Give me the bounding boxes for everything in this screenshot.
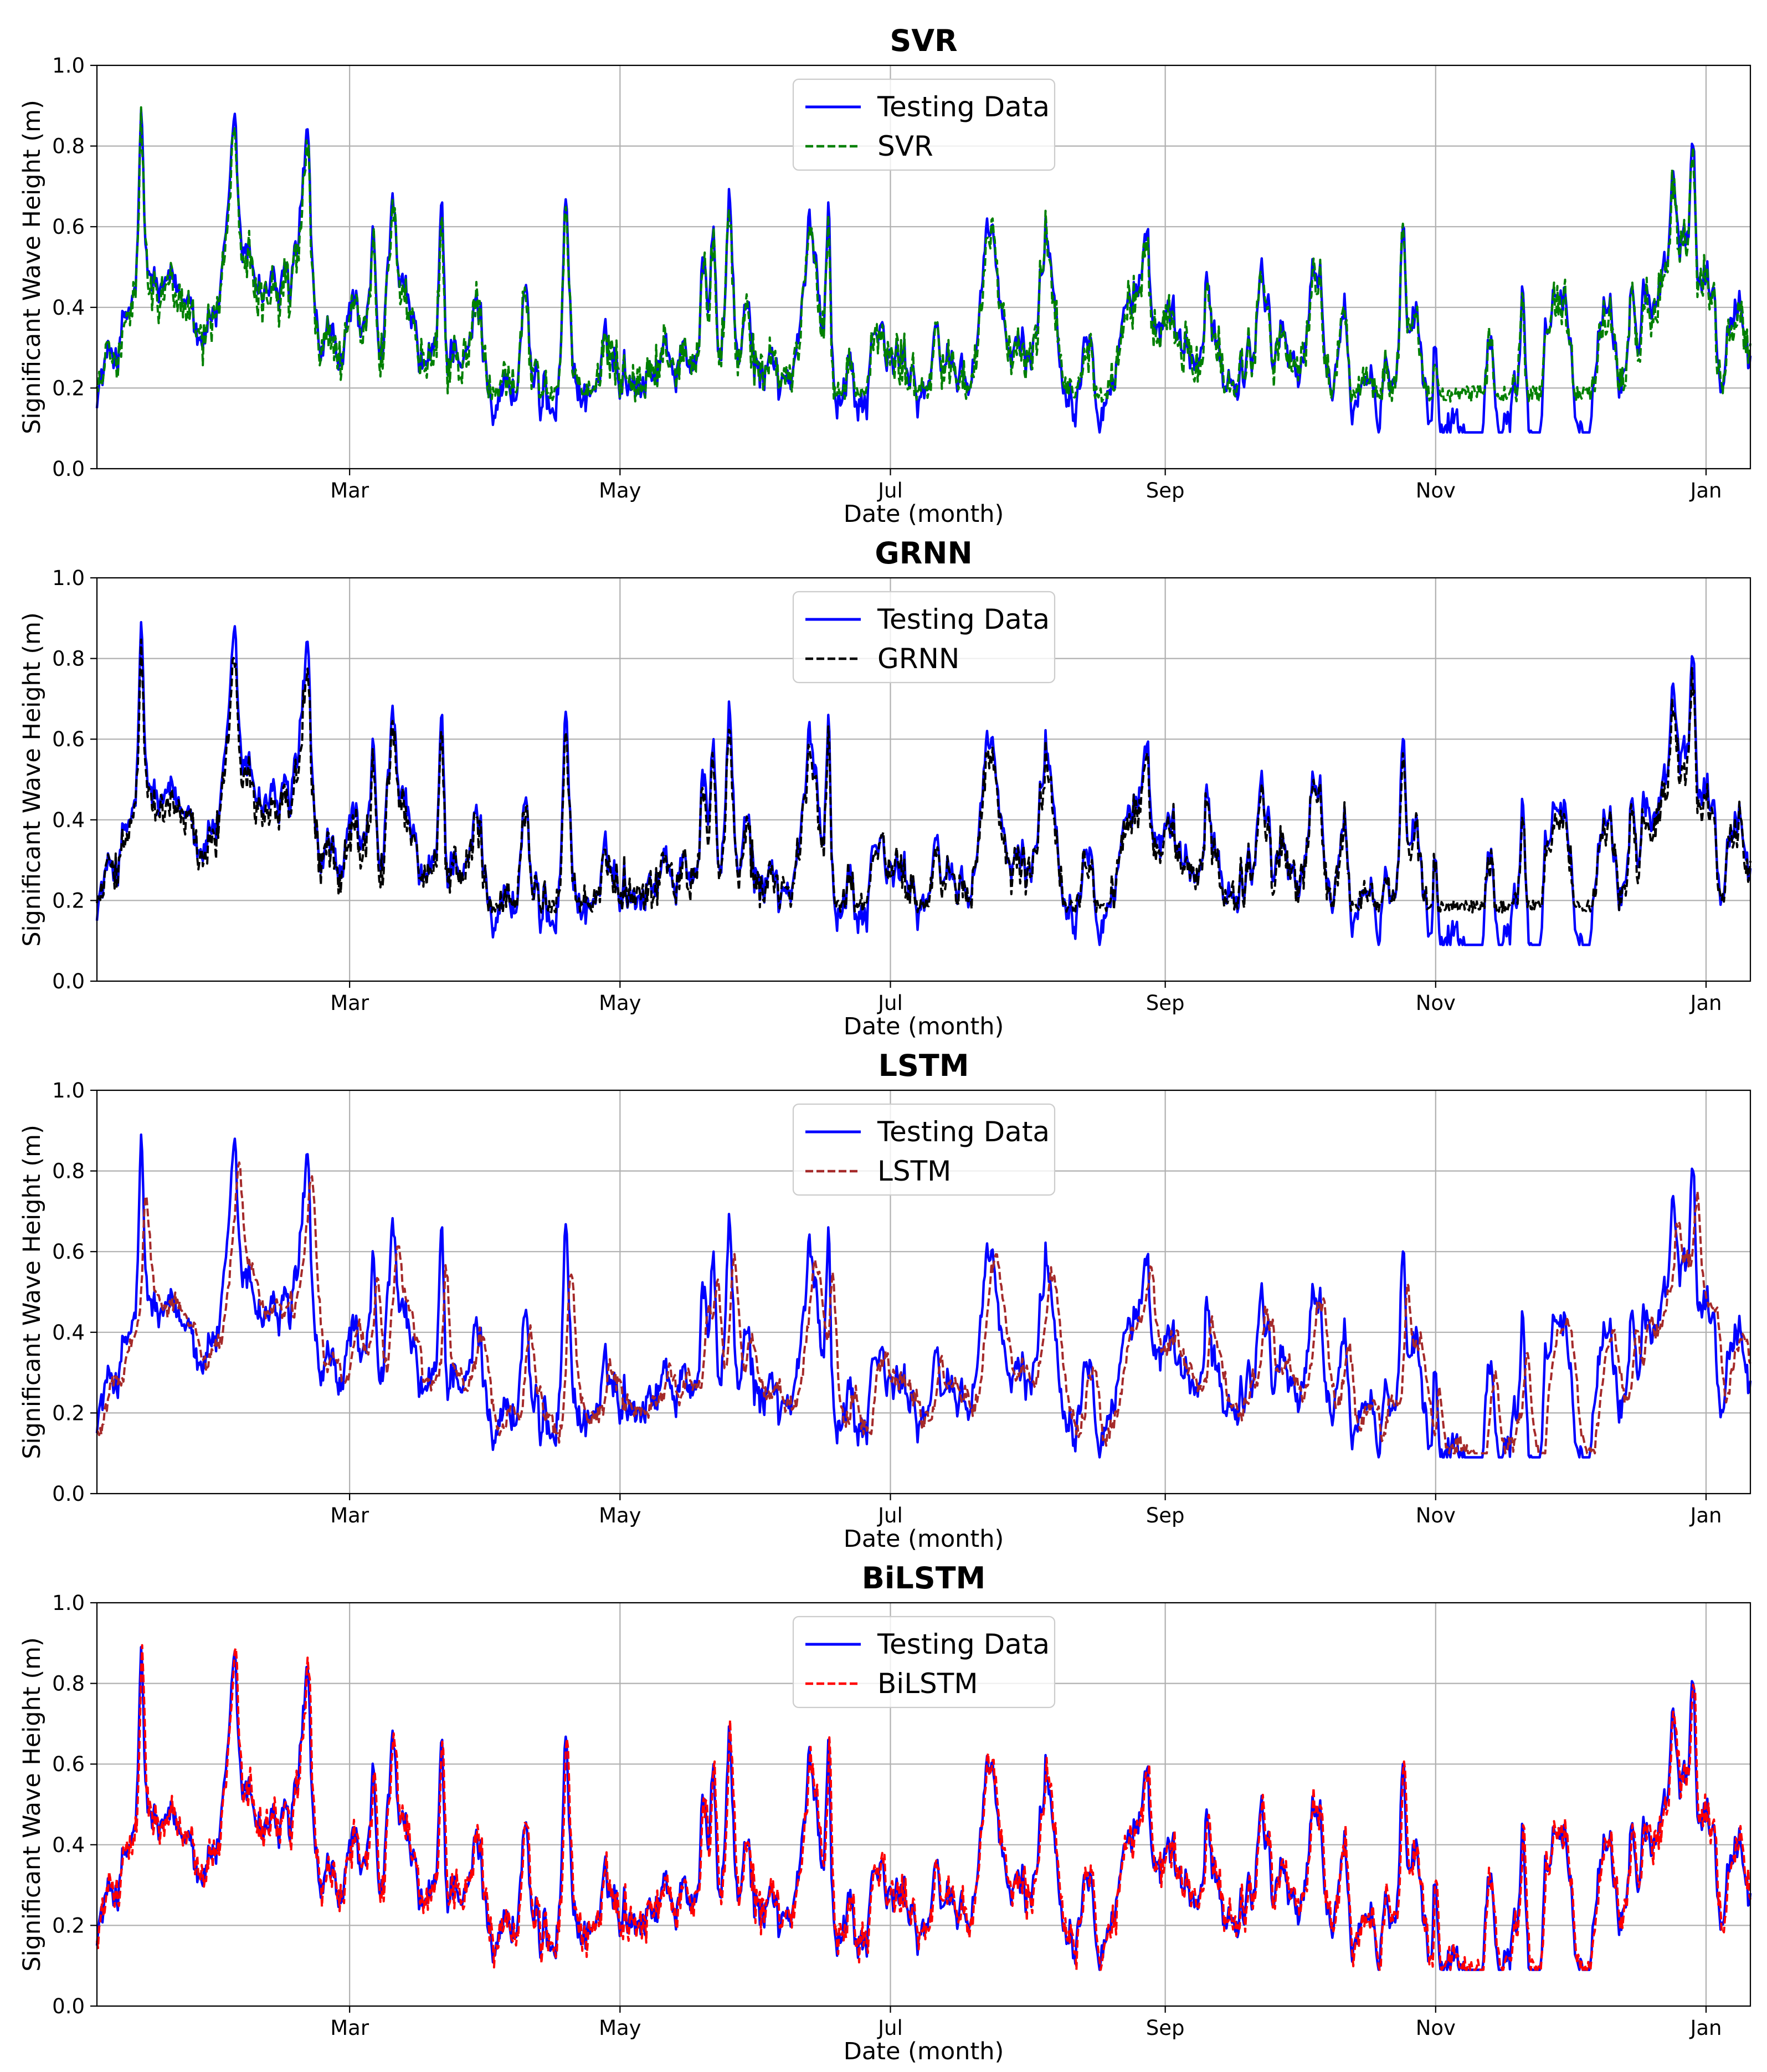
legend: Testing Data LSTM <box>792 1103 1056 1196</box>
y-axis-label: Significant Wave Height (m) <box>18 612 46 947</box>
y-tick-label: 1.0 <box>52 1591 85 1615</box>
series-line-testing-data <box>95 1133 1752 1459</box>
legend-label: Testing Data <box>877 1116 1050 1148</box>
y-tick-label: 0.8 <box>52 1160 85 1183</box>
x-tick-label: Sep <box>1146 1504 1185 1527</box>
chart-title: LSTM <box>879 1048 969 1083</box>
y-axis-label: Significant Wave Height (m) <box>18 1125 46 1459</box>
y-tick-label: 0.0 <box>52 457 85 481</box>
y-tick-label: 0.4 <box>52 1833 85 1857</box>
y-tick-label: 0.8 <box>52 1672 85 1696</box>
legend-label: Testing Data <box>877 91 1050 123</box>
legend-label: Testing Data <box>877 603 1050 635</box>
x-tick-label: Jul <box>877 1504 903 1527</box>
x-tick-label: May <box>599 1504 641 1527</box>
y-tick-label: 1.0 <box>52 1079 85 1102</box>
legend: Testing Data BiLSTM <box>792 1615 1056 1709</box>
y-tick-label: 0.2 <box>52 1914 85 1937</box>
y-tick-label: 0.8 <box>52 647 85 671</box>
x-tick-label: Mar <box>330 479 369 502</box>
x-tick-label: Sep <box>1146 991 1185 1015</box>
x-tick-label: Jul <box>877 991 903 1015</box>
series-line-bilstm <box>96 1644 1751 1971</box>
x-tick-label: Sep <box>1146 479 1185 502</box>
x-tick-label: Mar <box>330 991 369 1015</box>
legend-label: SVR <box>877 130 933 162</box>
legend-box <box>792 1615 1056 1709</box>
y-tick-label: 0.0 <box>52 1482 85 1506</box>
plot-frame <box>96 1602 1751 2007</box>
y-tick-label: 0.0 <box>52 970 85 993</box>
legend-label: Testing Data <box>877 1628 1050 1660</box>
series-line-testing-data <box>95 108 1752 434</box>
x-tick-label: Jan <box>1689 1504 1722 1527</box>
x-tick-label: May <box>599 991 641 1015</box>
y-tick-label: 0.4 <box>52 1321 85 1345</box>
x-axis-label: Date (month) <box>844 1525 1004 1553</box>
x-axis-label: Date (month) <box>844 2038 1004 2065</box>
chart-bilstm: BiLSTM 0.0 0.2 0.4 0.6 0.8 1.0 Mar May Jul Sep Nov J… <box>18 1561 1752 2065</box>
x-tick-label: May <box>599 2016 641 2040</box>
y-tick-label: 0.6 <box>52 215 85 239</box>
legend: Testing Data GRNN <box>792 591 1056 684</box>
series-line-lstm <box>96 1161 1751 1455</box>
y-axis-label: Significant Wave Height (m) <box>18 1637 46 1972</box>
chart-svr: SVR 0.0 0.2 0.4 0.6 0.8 1.0 Mar May Jul Sep Nov Jan D… <box>18 23 1752 528</box>
y-tick-label: 0.6 <box>52 727 85 751</box>
x-tick-label: May <box>599 479 641 502</box>
y-tick-label: 1.0 <box>52 54 85 78</box>
x-tick-label: Jul <box>877 2016 903 2040</box>
legend-label: BiLSTM <box>877 1668 978 1700</box>
x-tick-label: Nov <box>1416 2016 1456 2040</box>
x-tick-label: Sep <box>1146 2016 1185 2040</box>
x-tick-label: Nov <box>1416 991 1456 1015</box>
y-tick-label: 0.2 <box>52 889 85 912</box>
series-line-svr <box>96 106 1751 403</box>
legend-box <box>792 1103 1056 1196</box>
y-tick-label: 1.0 <box>52 566 85 590</box>
x-tick-label: Jan <box>1689 2016 1722 2040</box>
chart-title: SVR <box>890 23 957 58</box>
x-tick-label: Jul <box>877 479 903 502</box>
y-tick-label: 0.4 <box>52 296 85 320</box>
x-tick-label: Mar <box>330 2016 369 2040</box>
x-tick-label: Nov <box>1416 479 1456 502</box>
series-line-grnn <box>96 638 1751 914</box>
y-tick-label: 0.6 <box>52 1240 85 1264</box>
plot-frame <box>96 1089 1751 1495</box>
x-tick-label: Nov <box>1416 1504 1456 1527</box>
x-tick-label: Mar <box>330 1504 369 1527</box>
y-axis-label: Significant Wave Height (m) <box>18 100 46 434</box>
y-tick-label: 0.8 <box>52 135 85 158</box>
y-tick-label: 0.2 <box>52 376 85 400</box>
y-tick-label: 0.4 <box>52 808 85 832</box>
legend-box <box>792 591 1056 684</box>
legend-box <box>792 78 1056 171</box>
chart-title: GRNN <box>875 536 972 571</box>
y-tick-label: 0.0 <box>52 1994 85 2018</box>
legend: Testing Data SVR <box>792 78 1056 171</box>
legend-label: LSTM <box>877 1155 951 1187</box>
x-axis-label: Date (month) <box>844 1013 1004 1040</box>
legend-label: GRNN <box>877 643 959 675</box>
x-tick-label: Jan <box>1689 479 1722 502</box>
x-tick-label: Jan <box>1689 991 1722 1015</box>
plot-frame <box>96 64 1751 470</box>
x-axis-label: Date (month) <box>844 500 1004 528</box>
chart-grnn: GRNN 0.0 0.2 0.4 0.6 0.8 1.0 Mar May Jul Sep Nov Jan… <box>18 536 1752 1040</box>
plot-frame <box>96 577 1751 982</box>
y-tick-label: 0.2 <box>52 1401 85 1425</box>
chart-title: BiLSTM <box>862 1561 986 1596</box>
chart-lstm: LSTM 0.0 0.2 0.4 0.6 0.8 1.0 Mar May Jul Sep Nov Jan… <box>18 1048 1752 1553</box>
y-tick-label: 0.6 <box>52 1752 85 1776</box>
